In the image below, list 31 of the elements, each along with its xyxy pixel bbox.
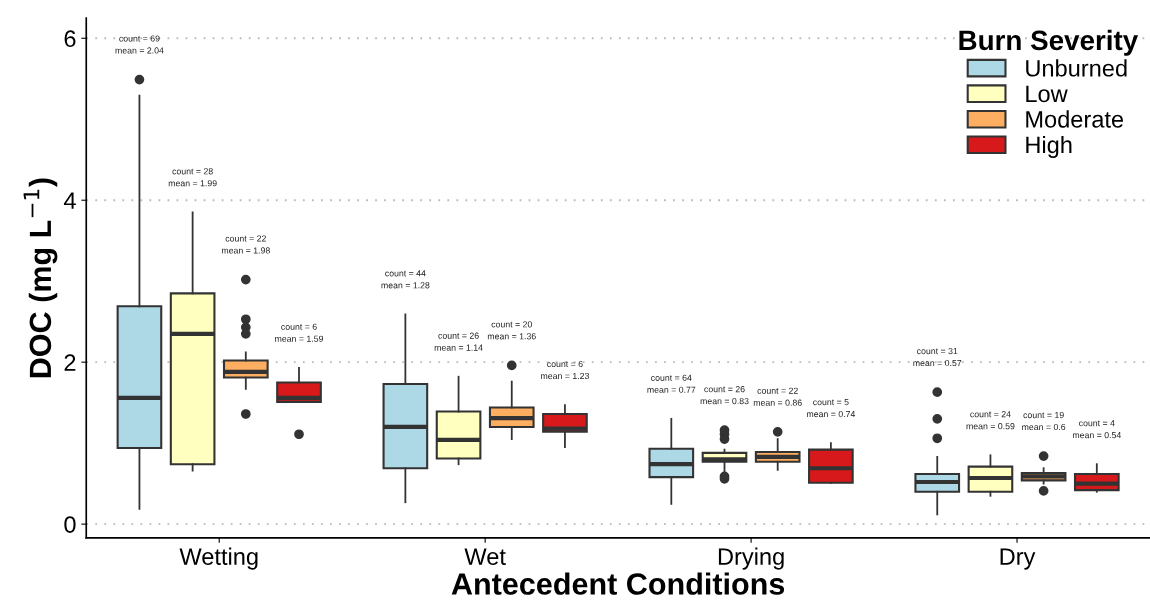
y-tick-label: 2 xyxy=(64,354,76,371)
x-tick-label: Wet xyxy=(464,548,506,565)
legend-label: Low xyxy=(1026,85,1068,103)
text: count = 22 mean = 1.98 xyxy=(221,235,270,254)
text: count = 69 mean = 2.04 xyxy=(115,35,164,54)
text: count = 6 mean = 1.23 xyxy=(541,360,589,380)
text: count = 4 mean = 0.54 xyxy=(1072,420,1121,439)
text: count = 19 mean = 0.6 xyxy=(1022,411,1066,431)
legend-label: Moderate xyxy=(1026,110,1124,128)
text: count = 26 mean = 1.14 xyxy=(434,332,483,351)
text: count = 20 mean = 1.36 xyxy=(487,321,536,340)
text: count = 6 mean = 1.59 xyxy=(275,323,324,342)
text: count = 28 mean = 1.99 xyxy=(168,168,217,187)
x-tick-label: Drying xyxy=(718,547,784,570)
x-tick-label: Dry xyxy=(1000,548,1036,570)
text: count = 31 mean = 0.57 xyxy=(913,347,962,367)
text: count = 22 mean = 0.86 xyxy=(753,387,802,406)
x-tick-label: Wetting xyxy=(179,547,258,570)
text: count = 44 mean = 1.28 xyxy=(381,270,430,289)
text: count = 24 mean = 0.59 xyxy=(966,411,1015,430)
text: count = 64 mean = 0.77 xyxy=(647,374,696,393)
legend-title: Burn Severity xyxy=(959,29,1139,56)
text: count = 5 mean = 0.74 xyxy=(807,399,856,418)
y-tick-label: 4 xyxy=(63,192,76,209)
legend-label: Unburned xyxy=(1026,59,1127,77)
y-axis-title: DOC (mg L$^{−1}$) xyxy=(23,178,58,378)
y-tick-label: 0 xyxy=(64,516,76,533)
x-axis-title: Antecedent Conditions xyxy=(451,572,785,595)
legend-label: High xyxy=(1026,135,1072,158)
y-tick-label: 6 xyxy=(64,30,76,48)
text: count = 26 mean = 0.83 xyxy=(700,386,749,405)
